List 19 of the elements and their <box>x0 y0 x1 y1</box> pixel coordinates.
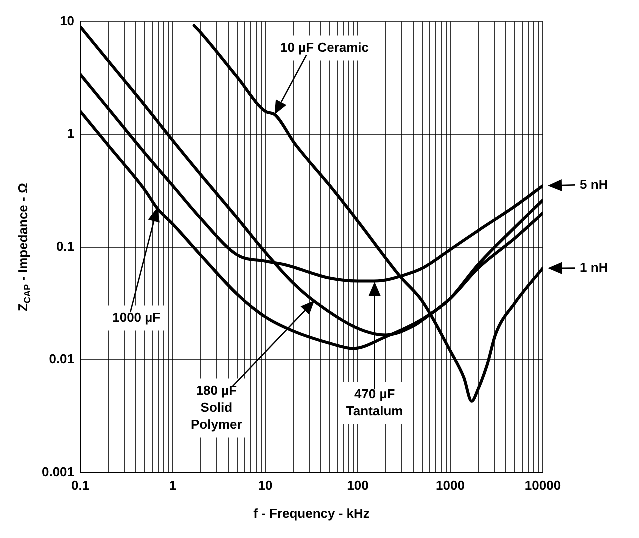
y-tick-label: 10 <box>60 13 75 28</box>
x-tick-label: 0.1 <box>71 478 90 494</box>
x-tick-label: 1000 <box>436 478 465 494</box>
x-tick-label: 1 <box>169 478 177 494</box>
annotation: 1 nH <box>580 260 608 275</box>
y-tick-label: 0.1 <box>56 238 75 254</box>
x-tick-label: 10 <box>258 478 273 494</box>
annotation: 10 µF Ceramic <box>280 40 369 55</box>
annotation: 470 µF Tantalum <box>346 386 404 418</box>
annotation: 5 nH <box>580 176 608 192</box>
annotation: 180 µF Solid Polymer <box>191 382 242 432</box>
y-tick-label: 0.001 <box>42 464 75 480</box>
x-axis-title: f - Frequency - kHz <box>254 506 370 521</box>
y-axis-title: ZCAP - Impedance - Ω <box>16 183 32 312</box>
x-tick-label: 100 <box>347 478 369 494</box>
y-tick-label: 1 <box>67 126 75 142</box>
y-tick-label: 0.01 <box>49 352 75 367</box>
x-tick-label: 10000 <box>524 478 562 494</box>
annotation: 1000 µF <box>112 310 161 325</box>
